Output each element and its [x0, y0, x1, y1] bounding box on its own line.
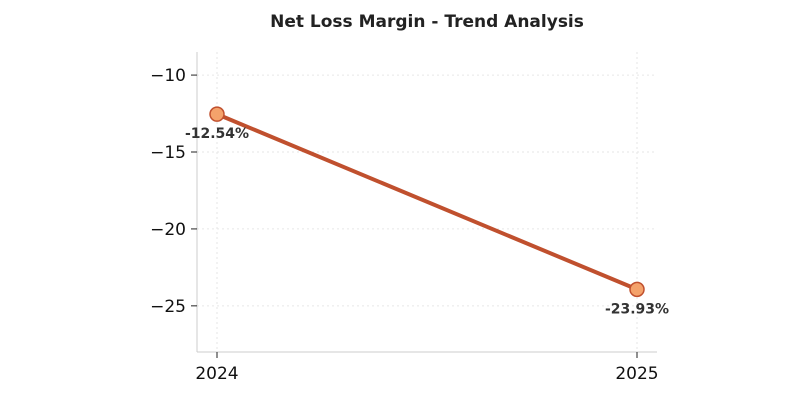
data-label: -12.54% — [185, 126, 249, 142]
y-tick-label: −20 — [150, 220, 186, 240]
data-point-marker — [629, 281, 645, 298]
data-labels: -12.54% -23.93% — [185, 126, 669, 317]
y-ticks: −10 −15 −20 −25 — [150, 66, 197, 317]
chart-title: Net Loss Margin - Trend Analysis — [270, 12, 584, 32]
y-tick-label: −10 — [150, 66, 186, 86]
y-tick-label: −15 — [150, 143, 186, 163]
x-ticks: 2024 2025 — [195, 352, 659, 384]
grid — [197, 52, 657, 352]
data-point-marker — [209, 106, 225, 122]
series-line — [215, 112, 639, 292]
x-tick-label: 2024 — [195, 364, 238, 384]
y-tick-label: −25 — [150, 297, 186, 317]
series — [209, 106, 645, 298]
data-label: -23.93% — [605, 301, 669, 317]
x-tick-label: 2025 — [615, 364, 658, 384]
axes — [196, 52, 657, 353]
